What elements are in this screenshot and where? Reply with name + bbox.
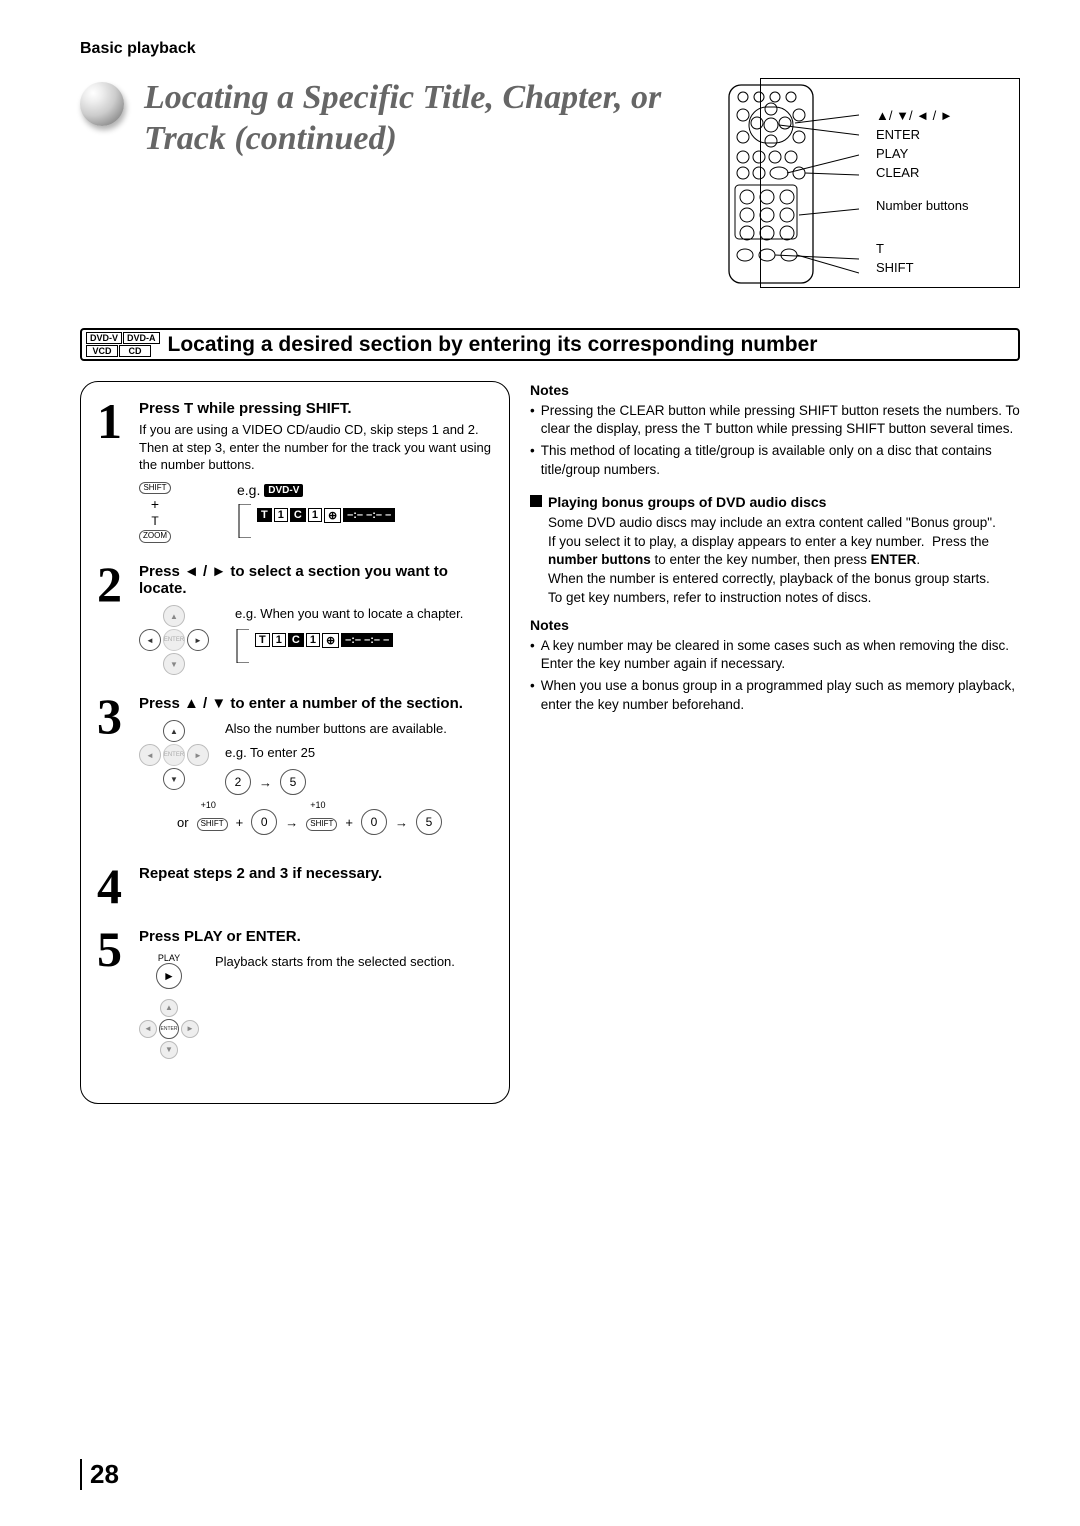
page-number: 28 bbox=[80, 1459, 119, 1490]
step3-num: 3 bbox=[97, 695, 133, 835]
step3-head: Press ▲ / ▼ to enter a number of the sec… bbox=[139, 695, 493, 712]
step4-head: Repeat steps 2 and 3 if necessary. bbox=[139, 865, 493, 882]
dpad-lr: ▲▼ ◄► ENTER bbox=[139, 605, 209, 675]
sub-body: Some DVD audio discs may include an extr… bbox=[548, 514, 1020, 608]
step3-text1: Also the number buttons are available. bbox=[225, 720, 447, 738]
badge-dvda: DVD-A bbox=[123, 332, 160, 344]
notes-panel: Notes Pressing the CLEAR button while pr… bbox=[530, 381, 1020, 1104]
remote-numbers-label: Number buttons bbox=[876, 199, 969, 212]
step5-head: Press PLAY or ENTER. bbox=[139, 928, 493, 945]
plus-icon: + bbox=[151, 496, 159, 512]
step1-text: If you are using a VIDEO CD/audio CD, sk… bbox=[139, 421, 493, 474]
dvdv-badge: DVD-V bbox=[264, 484, 303, 497]
step2-text: e.g. When you want to locate a chapter. bbox=[235, 605, 463, 623]
notes1-head: Notes bbox=[530, 381, 1020, 400]
eg-label: e.g. bbox=[237, 482, 260, 498]
bracket-icon bbox=[237, 504, 257, 538]
remote-t-label: T bbox=[876, 242, 969, 255]
play-button-icon: ► bbox=[156, 963, 182, 989]
num-sequence-shift: or +10SHIFT + 0 +10SHIFT + 0 5 bbox=[177, 809, 493, 835]
sphere-bullet bbox=[80, 82, 124, 126]
step2-head: Press ◄ / ► to select a section you want… bbox=[139, 563, 493, 597]
dpad-ud: ▲▼ ◄► ENTER bbox=[139, 720, 209, 790]
step5-text: Playback starts from the selected sectio… bbox=[215, 953, 455, 971]
note1-2: This method of locating a title/group is… bbox=[541, 442, 1020, 478]
zoom-pill: ZOOM bbox=[139, 530, 171, 543]
badge-cd: CD bbox=[119, 345, 151, 357]
badge-dvdv: DVD-V bbox=[86, 332, 122, 344]
note2-1: A key number may be cleared in some case… bbox=[541, 637, 1020, 673]
step1-num: 1 bbox=[97, 400, 133, 543]
t-label: T bbox=[151, 514, 158, 528]
step4-num: 4 bbox=[97, 865, 133, 908]
main-title: Locating a Specific Title, Chapter, or T… bbox=[144, 78, 740, 160]
notes2-head: Notes bbox=[530, 616, 1020, 635]
note1-1: Pressing the CLEAR button while pressing… bbox=[541, 402, 1020, 438]
dpad-enter: ▲ ▼ ◄ ► ENTER bbox=[139, 999, 199, 1059]
step5-num: 5 bbox=[97, 928, 133, 1059]
step2-num: 2 bbox=[97, 563, 133, 675]
display-strip-1: T 1 C 1 ⊕ –:– –:– – bbox=[257, 508, 395, 523]
remote-enter-label: ENTER bbox=[876, 128, 969, 141]
remote-svg bbox=[719, 79, 859, 289]
display-strip-2: T 1 C 1 ⊕ –:– –:– – bbox=[255, 633, 393, 648]
sub-head: Playing bonus groups of DVD audio discs bbox=[548, 493, 826, 512]
remote-diagram: ▲/ ▼/ ◄ / ► ENTER PLAY CLEAR Number butt… bbox=[760, 78, 1020, 288]
shift-pill: SHIFT bbox=[139, 482, 170, 495]
section-title: Locating a desired section by entering i… bbox=[168, 333, 818, 357]
remote-shift-label: SHIFT bbox=[876, 261, 969, 274]
play-label: PLAY bbox=[156, 953, 182, 963]
header-label: Basic playback bbox=[80, 40, 1020, 58]
steps-panel: 1 Press T while pressing SHIFT. If you a… bbox=[80, 381, 510, 1104]
num-sequence-25: 25 bbox=[225, 769, 447, 795]
remote-clear-label: CLEAR bbox=[876, 166, 969, 179]
step3-text2: e.g. To enter 25 bbox=[225, 744, 447, 762]
step1-head: Press T while pressing SHIFT. bbox=[139, 400, 493, 417]
remote-play-label: PLAY bbox=[876, 147, 969, 160]
section-header: DVD-V DVD-A VCD CD Locating a desired se… bbox=[80, 328, 1020, 361]
badge-vcd: VCD bbox=[86, 345, 118, 357]
note2-2: When you use a bonus group in a programm… bbox=[541, 677, 1020, 713]
bracket-icon-2 bbox=[235, 629, 255, 663]
remote-arrows-label: ▲/ ▼/ ◄ / ► bbox=[876, 109, 969, 122]
